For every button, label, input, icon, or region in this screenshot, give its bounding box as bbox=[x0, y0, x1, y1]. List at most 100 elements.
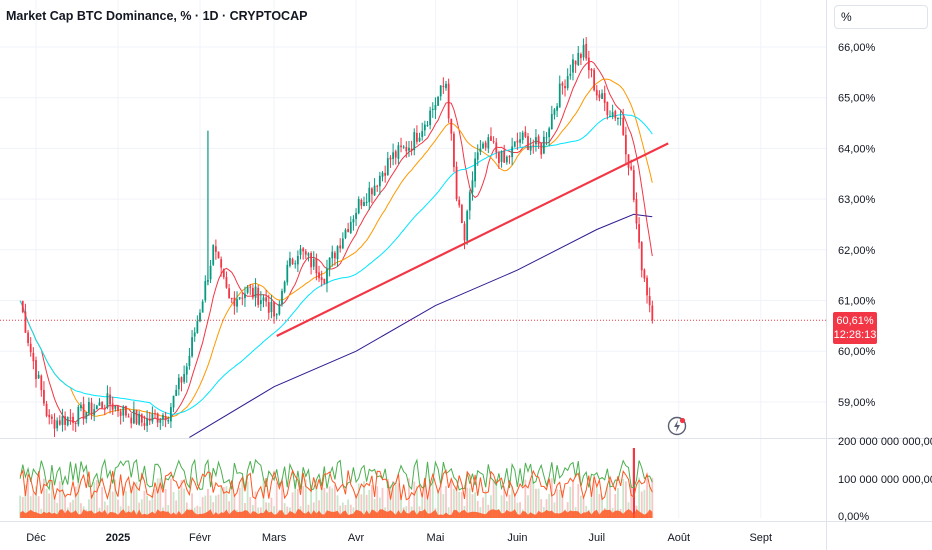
candle-body bbox=[164, 415, 167, 421]
candle-body bbox=[418, 137, 421, 142]
x-tick-label: Févr bbox=[189, 532, 211, 544]
volume-bar bbox=[378, 497, 381, 518]
candle-body bbox=[632, 170, 635, 200]
volume-bar bbox=[365, 494, 368, 518]
candle-body bbox=[453, 133, 455, 168]
volume-bar bbox=[561, 490, 564, 518]
volume-ma-line[interactable] bbox=[19, 458, 653, 491]
candle-body bbox=[334, 252, 336, 259]
volume-bar bbox=[445, 485, 447, 518]
candle-body bbox=[183, 374, 186, 382]
volume-bar bbox=[460, 492, 463, 518]
volume-bar bbox=[392, 480, 394, 518]
volume-bar bbox=[122, 486, 125, 518]
candle-body bbox=[540, 143, 543, 155]
candle-body bbox=[278, 304, 281, 315]
moving-average-line[interactable] bbox=[19, 114, 653, 415]
volume-bar bbox=[35, 486, 37, 518]
candle-body bbox=[326, 268, 328, 284]
candle-body bbox=[257, 287, 260, 305]
candle-body bbox=[360, 199, 363, 206]
candle-body bbox=[648, 296, 651, 306]
volume-bar bbox=[154, 489, 156, 518]
candle-body bbox=[172, 395, 175, 408]
volume-bar bbox=[246, 481, 249, 518]
volume-bar bbox=[156, 478, 159, 518]
candle-body bbox=[246, 287, 249, 293]
candle-body bbox=[627, 154, 630, 168]
volume-ma-line[interactable] bbox=[19, 469, 653, 501]
volume-bar bbox=[511, 485, 514, 518]
candle-body bbox=[519, 139, 521, 143]
candle-body bbox=[267, 302, 270, 313]
volume-area bbox=[20, 509, 653, 518]
candle-body bbox=[498, 152, 500, 164]
candle-body bbox=[368, 187, 371, 203]
candle-body bbox=[640, 242, 643, 271]
candle-body bbox=[148, 418, 151, 421]
candle-body bbox=[302, 248, 305, 252]
volume-bar bbox=[513, 492, 516, 518]
candle-body bbox=[572, 59, 574, 73]
candle-body bbox=[64, 416, 66, 425]
candle-body bbox=[82, 404, 85, 420]
volume-bar bbox=[339, 505, 342, 518]
volume-bar bbox=[355, 494, 357, 518]
candle-body bbox=[119, 411, 122, 416]
y-tick-label: 65,00% bbox=[838, 93, 876, 105]
volume-bar bbox=[48, 493, 51, 518]
candle-body bbox=[323, 278, 326, 284]
volume-bar bbox=[648, 485, 651, 518]
candle-body bbox=[143, 423, 146, 426]
volume-bar bbox=[381, 487, 384, 518]
last-price-badge: 60,61% 12:28:13 bbox=[833, 312, 877, 344]
volume-bar bbox=[130, 486, 133, 518]
candle-body bbox=[622, 117, 625, 135]
candle-body bbox=[416, 132, 418, 142]
unit-toggle-button[interactable]: % bbox=[834, 5, 928, 29]
moving-average-line[interactable] bbox=[189, 213, 653, 438]
candle-body bbox=[249, 286, 252, 288]
volume-bar bbox=[558, 489, 561, 518]
candle-body bbox=[577, 52, 580, 66]
candle-body bbox=[294, 263, 297, 265]
volume-bar bbox=[609, 479, 611, 518]
candle-body bbox=[487, 137, 490, 149]
candle-body bbox=[140, 414, 143, 423]
volume-bar bbox=[360, 494, 363, 518]
volume-bar bbox=[259, 507, 262, 518]
volume-bar bbox=[643, 489, 646, 518]
volume-bar bbox=[114, 479, 117, 518]
candle-body bbox=[315, 258, 318, 274]
support-trendline[interactable] bbox=[276, 142, 669, 337]
candle-body bbox=[580, 54, 582, 59]
candle-body bbox=[265, 297, 268, 302]
volume-bar bbox=[532, 481, 535, 518]
volume-bar bbox=[495, 479, 498, 518]
y-tick-label: 61,00% bbox=[838, 296, 876, 308]
flash-icon[interactable] bbox=[667, 416, 687, 436]
candle-body bbox=[32, 352, 35, 362]
candle-body bbox=[400, 145, 402, 148]
volume-bar bbox=[535, 488, 537, 518]
volume-bar bbox=[585, 505, 588, 518]
volume-bar bbox=[315, 479, 318, 518]
volume-bar bbox=[482, 497, 484, 518]
volume-bar bbox=[88, 499, 90, 518]
candle-body bbox=[508, 156, 511, 158]
candle-body bbox=[376, 185, 379, 187]
candle-body bbox=[585, 43, 588, 59]
volume-bar bbox=[490, 495, 492, 518]
x-tick-label: Juil bbox=[589, 532, 606, 544]
volume-bar bbox=[191, 493, 193, 518]
volume-bar bbox=[416, 485, 418, 518]
candle-body bbox=[58, 420, 61, 425]
volume-bar bbox=[146, 495, 148, 518]
candle-body bbox=[299, 248, 302, 255]
candle-body bbox=[516, 140, 519, 143]
volume-bar bbox=[109, 485, 111, 518]
candle-body bbox=[66, 417, 69, 426]
candle-body bbox=[212, 245, 215, 265]
volume-bar bbox=[429, 482, 432, 518]
